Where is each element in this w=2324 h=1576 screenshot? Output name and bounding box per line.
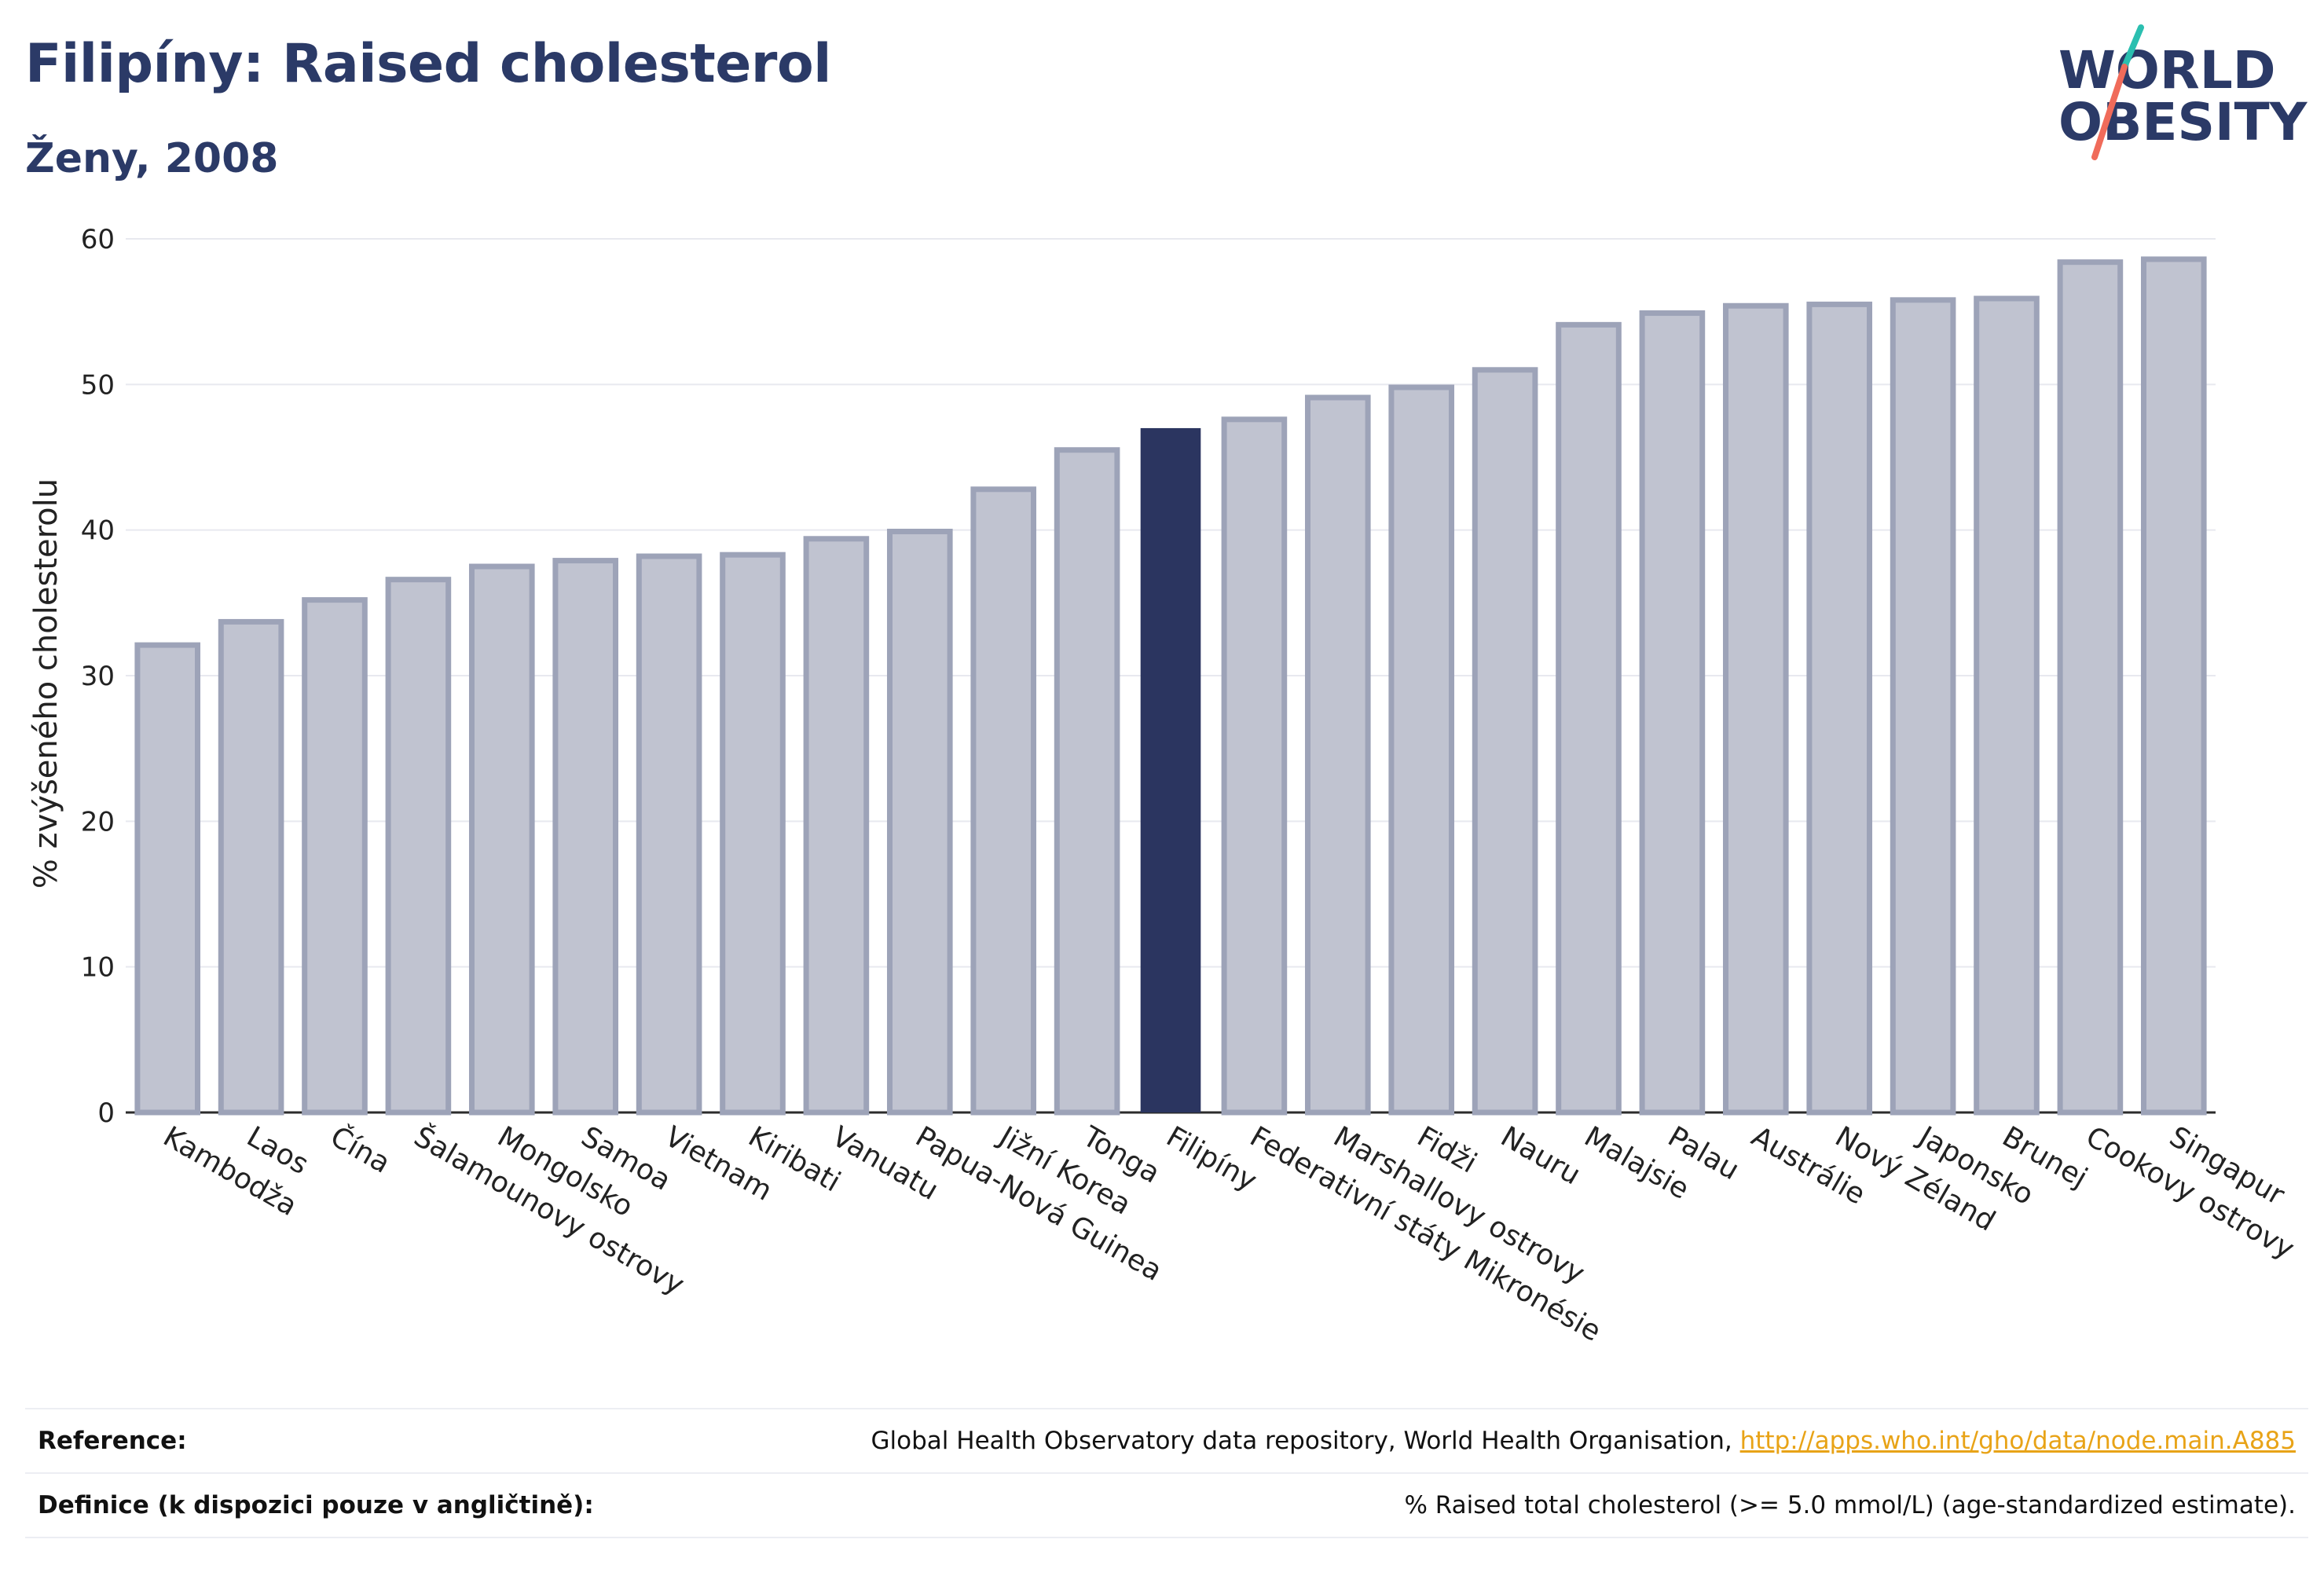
y-tick-label: 20: [81, 806, 115, 837]
y-tick-label: 0: [97, 1098, 115, 1129]
bar: [385, 577, 452, 1116]
bar: [2057, 259, 2124, 1116]
definition-value: % Raised total cholesterol (>= 5.0 mmol/…: [1404, 1491, 2296, 1519]
bar: [1974, 295, 2040, 1116]
y-axis-label: % zvýšeného cholesterolu: [28, 478, 64, 889]
reference-row: Reference: Global Health Observatory dat…: [25, 1408, 2308, 1472]
world-obesity-logo: WORLD OBESITY: [2058, 24, 2308, 160]
bar: [1221, 416, 1288, 1116]
reference-link[interactable]: http://apps.who.int/gho/data/node.main.A…: [1739, 1427, 2296, 1455]
x-category-label: Filipíny: [1161, 1120, 1263, 1197]
y-tick-label: 50: [81, 369, 115, 401]
bar-highlighted: [1140, 427, 1201, 1112]
bar: [552, 558, 619, 1116]
definition-row: Definice (k dispozici pouze v angličtině…: [25, 1472, 2308, 1538]
bars: [134, 256, 2207, 1116]
bar: [2140, 256, 2207, 1116]
bar: [302, 597, 368, 1116]
bar: [720, 552, 786, 1116]
definition-label: Definice (k dispozici pouze v angličtině…: [38, 1491, 594, 1519]
bar: [803, 536, 870, 1116]
bar: [1472, 367, 1538, 1116]
bar: [970, 486, 1037, 1116]
x-category-label: Čína: [325, 1120, 396, 1179]
logo-line1: WORLD: [2058, 40, 2276, 101]
y-tick-labels: 0 10 20 30 40 50 60: [81, 224, 115, 1129]
reference-label: Reference:: [38, 1427, 187, 1455]
bar: [1722, 302, 1789, 1116]
bar: [1639, 310, 1706, 1116]
y-tick-label: 40: [81, 515, 115, 547]
bar: [1890, 297, 1956, 1116]
bar: [1806, 301, 1873, 1116]
chart-subtitle: Ženy, 2008: [25, 135, 279, 182]
bar: [218, 618, 284, 1116]
bar: [1054, 447, 1120, 1116]
logo-slash-teal: [2121, 24, 2144, 70]
chart-title: Filipíny: Raised cholesterol: [25, 33, 832, 95]
reference-value: Global Health Observatory data repositor…: [871, 1409, 2296, 1472]
bar: [1556, 321, 1622, 1116]
logo-slash-coral: [2091, 64, 2128, 160]
y-tick-label: 30: [81, 661, 115, 692]
bar: [1388, 384, 1455, 1116]
x-category-label: Nauru: [1495, 1120, 1585, 1191]
bar: [468, 563, 535, 1116]
y-tick-label: 10: [81, 952, 115, 984]
bar: [636, 553, 702, 1116]
bar: [886, 529, 953, 1116]
footer-table: Reference: Global Health Observatory dat…: [25, 1408, 2308, 1538]
bar: [1304, 394, 1371, 1116]
y-tick-label: 60: [81, 224, 115, 255]
reference-text: Global Health Observatory data repositor…: [871, 1427, 1740, 1455]
bar: [134, 642, 201, 1116]
